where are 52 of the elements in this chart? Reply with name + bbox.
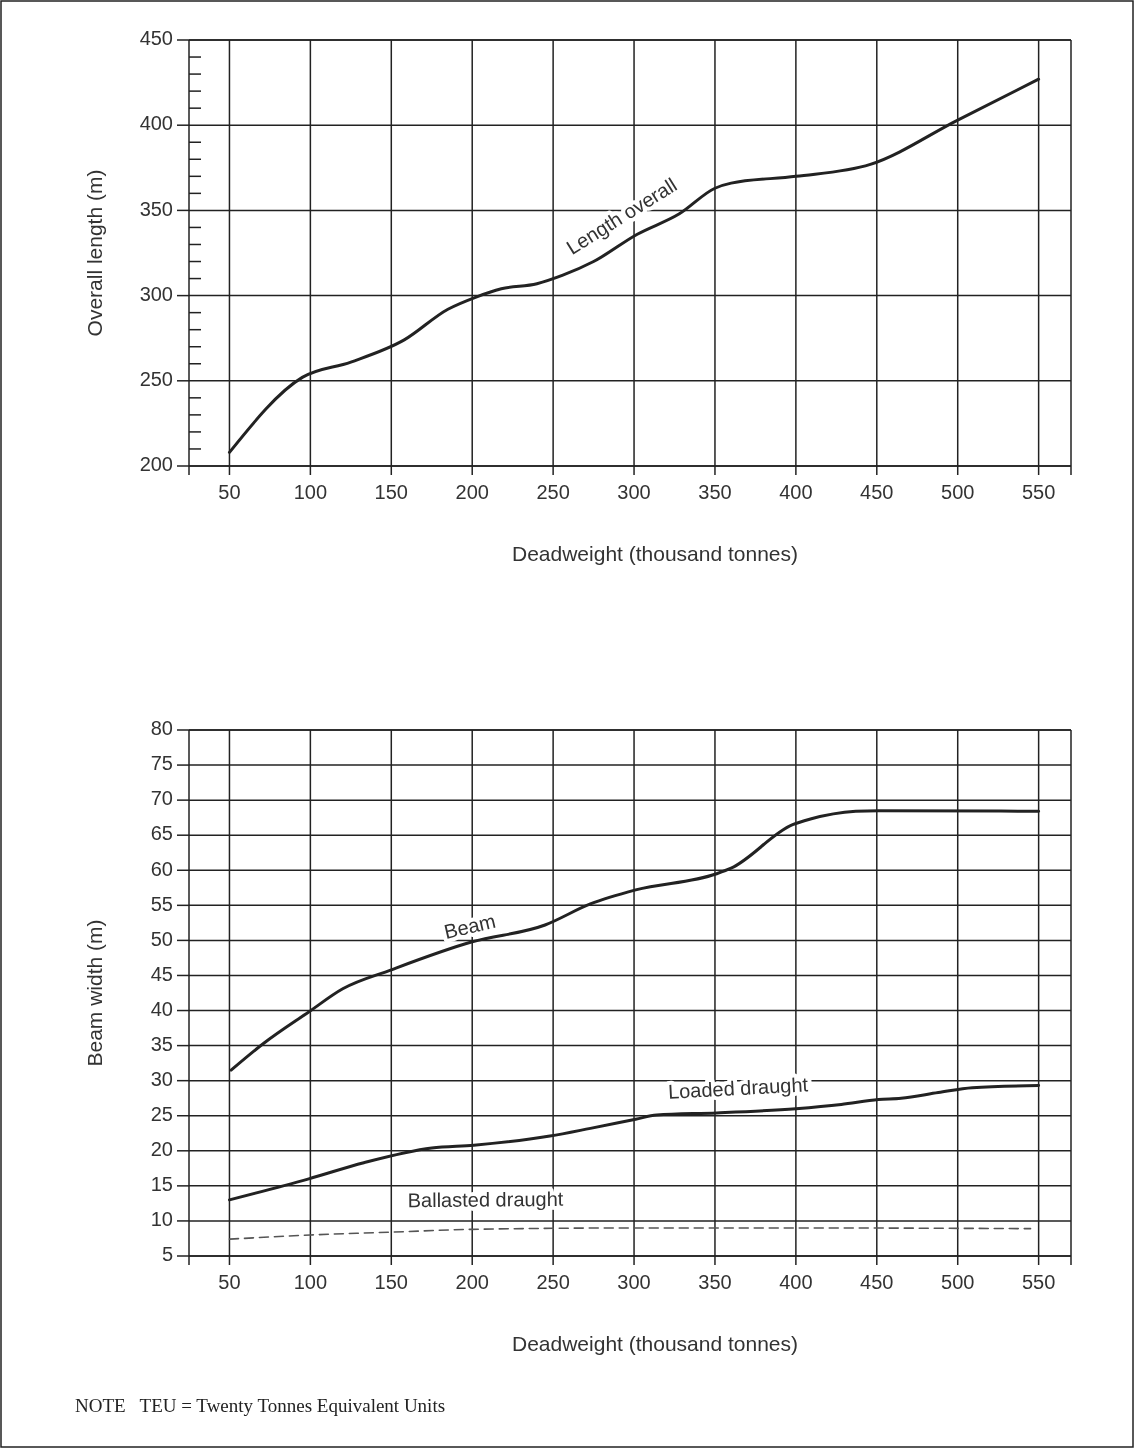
x-axis-title: Deadweight (thousand tonnes): [511, 1331, 799, 1355]
text: NOTE TEU = Twenty Tonnes Equivalent Units: [75, 1395, 446, 1417]
x-tick-label: 500: [941, 481, 975, 504]
text: Beam: [441, 909, 498, 943]
y-tick-label: 40: [150, 997, 173, 1020]
y-axis-title: Overall length (m): [82, 169, 106, 337]
x-tick-label: 100: [293, 1271, 328, 1294]
y-axis-title: Beam width (m): [82, 919, 106, 1067]
y-tick-label: 30: [150, 1067, 173, 1090]
y-tick-label: 50: [150, 927, 173, 950]
y-tick-label: 55: [150, 892, 173, 915]
y-tick-label: 80: [150, 717, 173, 740]
x-tick-label: 400: [779, 481, 813, 504]
x-axis-title: Deadweight (thousand tonnes): [511, 541, 799, 565]
x-tick-label: 450: [860, 481, 894, 504]
y-tick-label: 300: [139, 282, 173, 305]
x-tick-label: 500: [941, 1271, 975, 1294]
x-tick-label: 350: [698, 481, 732, 504]
x-tick-label: 550: [1021, 1271, 1056, 1294]
y-tick-label: 25: [150, 1103, 173, 1126]
y-tick-label: 15: [150, 1173, 173, 1196]
y-tick-label: 65: [150, 822, 173, 845]
y-tick-label: 200: [139, 453, 173, 476]
x-tick-label: 550: [1021, 481, 1056, 504]
y-tick-label: 35: [150, 1032, 173, 1055]
x-tick-label: 200: [455, 481, 489, 504]
y-tick-label: 60: [150, 857, 173, 880]
x-tick-label: 100: [293, 481, 328, 504]
x-tick-label: 300: [617, 481, 651, 504]
x-tick-label: 150: [374, 1271, 408, 1294]
y-tick-label: 400: [139, 112, 173, 135]
x-tick-label: 50: [218, 1271, 241, 1294]
y-tick-label: 10: [150, 1208, 173, 1231]
x-tick-label: 300: [617, 1271, 651, 1294]
y-tick-label: 45: [150, 962, 173, 985]
series-label: Loaded draught: [667, 1073, 809, 1103]
x-tick-label: 250: [536, 1271, 570, 1294]
y-tick-label: 350: [139, 197, 173, 220]
x-tick-label: 400: [779, 1271, 813, 1294]
x-tick-label: 450: [860, 1271, 894, 1294]
y-tick-label: 450: [139, 27, 173, 50]
x-tick-label: 200: [455, 1271, 489, 1294]
y-tick-label: 70: [150, 787, 173, 810]
y-tick-label: 5: [161, 1243, 173, 1266]
y-tick-label: 20: [150, 1138, 173, 1161]
x-tick-label: 150: [374, 481, 408, 504]
y-tick-label: 250: [139, 368, 173, 391]
x-tick-label: 250: [536, 481, 570, 504]
x-tick-label: 50: [218, 481, 241, 504]
y-tick-label: 75: [150, 752, 173, 775]
x-tick-label: 350: [698, 1271, 732, 1294]
line-series: [228, 1227, 1032, 1240]
